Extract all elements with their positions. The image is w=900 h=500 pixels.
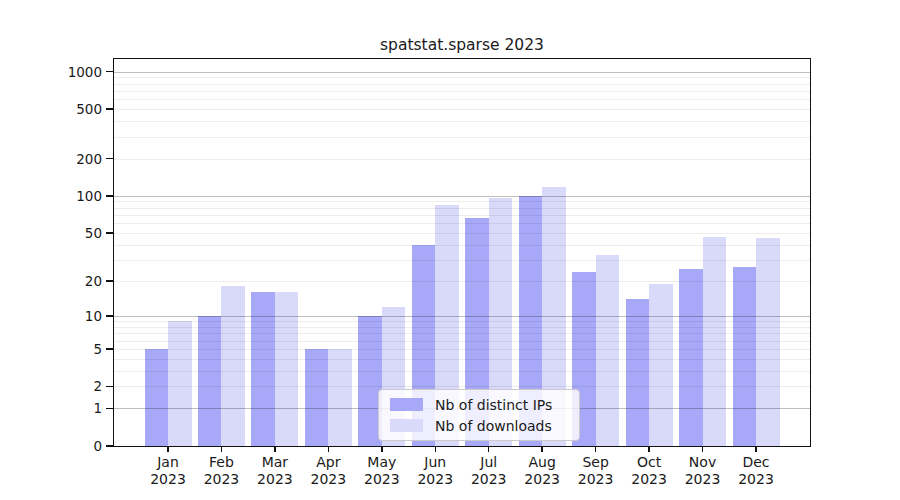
minor-gridline	[114, 91, 810, 92]
minor-gridline	[114, 77, 810, 78]
minor-gridline	[114, 359, 810, 360]
y-tick-mark	[106, 408, 113, 409]
minor-gridline	[114, 99, 810, 100]
minor-gridline	[114, 321, 810, 322]
y-tick-label: 50	[34, 224, 102, 242]
minor-gridline	[114, 201, 810, 202]
x-tick-mark	[381, 447, 382, 452]
plot-area	[114, 59, 810, 446]
major-gridline	[114, 196, 810, 197]
x-tick-month: Dec	[724, 454, 788, 471]
legend-swatch	[390, 398, 423, 411]
x-tick-mark	[541, 447, 542, 452]
legend-swatch	[390, 419, 423, 432]
legend-label: Nb of distinct IPs	[435, 397, 552, 413]
y-tick-mark	[106, 386, 113, 387]
legend-item: Nb of distinct IPs	[390, 397, 569, 413]
minor-gridline	[114, 223, 810, 224]
y-tick-label: 200	[34, 150, 102, 168]
y-tick-mark	[106, 158, 113, 159]
y-tick-mark	[106, 108, 113, 109]
y-tick-mark	[106, 232, 113, 233]
minor-gridline	[114, 137, 810, 138]
x-tick-label: Dec2023	[724, 454, 788, 487]
legend: Nb of distinct IPs Nb of downloads	[378, 389, 580, 441]
minor-gridline	[114, 349, 810, 350]
x-tick-mark	[328, 447, 329, 452]
x-tick-mark	[435, 447, 436, 452]
minor-gridline	[114, 371, 810, 372]
major-gridline	[114, 316, 810, 317]
minor-gridline	[114, 121, 810, 122]
minor-gridline	[114, 109, 810, 110]
minor-gridline	[114, 333, 810, 334]
y-tick-mark	[106, 71, 113, 72]
major-gridline	[114, 72, 810, 73]
x-tick-mark	[221, 447, 222, 452]
minor-gridline	[114, 281, 810, 282]
x-tick-mark	[488, 447, 489, 452]
legend-label: Nb of downloads	[435, 418, 552, 434]
legend-item: Nb of downloads	[390, 418, 569, 434]
minor-gridline	[114, 208, 810, 209]
minor-gridline	[114, 327, 810, 328]
minor-gridline	[114, 341, 810, 342]
y-tick-label: 0	[34, 437, 102, 455]
y-tick-mark	[106, 315, 113, 316]
y-tick-mark	[106, 280, 113, 281]
y-tick-label: 1	[34, 399, 102, 417]
minor-gridline	[114, 84, 810, 85]
y-tick-mark	[106, 445, 113, 446]
minor-gridline	[114, 215, 810, 216]
chart-title: spatstat.sparse 2023	[114, 36, 810, 54]
minor-gridline	[114, 159, 810, 160]
x-tick-mark	[167, 447, 168, 452]
y-tick-label: 5	[34, 340, 102, 358]
y-tick-mark	[106, 195, 113, 196]
minor-gridline	[114, 386, 810, 387]
x-tick-mark	[274, 447, 275, 452]
y-tick-mark	[106, 348, 113, 349]
grid-layer	[114, 59, 810, 446]
x-tick-mark	[648, 447, 649, 452]
y-tick-label: 2	[34, 377, 102, 395]
y-tick-label: 100	[34, 187, 102, 205]
minor-gridline	[114, 233, 810, 234]
y-tick-label: 1000	[34, 63, 102, 81]
x-tick-mark	[702, 447, 703, 452]
x-tick-year: 2023	[724, 471, 788, 488]
minor-gridline	[114, 260, 810, 261]
downloads-bar-chart: spatstat.sparse 2023 0 1 2 5 10 20 50 100 200 500…	[0, 0, 900, 500]
minor-gridline	[114, 245, 810, 246]
y-tick-label: 10	[34, 307, 102, 325]
x-tick-mark	[755, 447, 756, 452]
x-tick-mark	[595, 447, 596, 452]
y-tick-label: 20	[34, 272, 102, 290]
y-tick-label: 500	[34, 100, 102, 118]
